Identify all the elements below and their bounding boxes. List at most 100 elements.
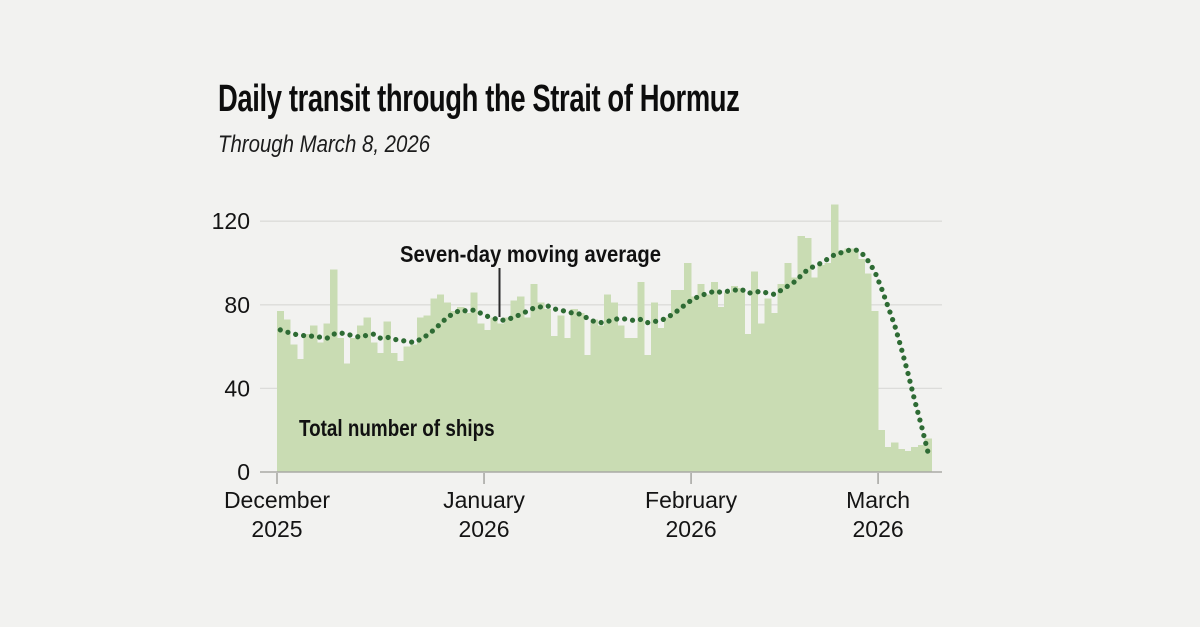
daily-bar (891, 442, 899, 472)
daily-bar (764, 298, 772, 472)
daily-bar (737, 288, 745, 472)
daily-bar (363, 317, 371, 472)
daily-bar (463, 313, 471, 472)
daily-bar (276, 311, 284, 472)
daily-bar (370, 342, 378, 472)
daily-bar (290, 344, 298, 472)
daily-bar (410, 344, 418, 472)
daily-bar (624, 338, 632, 472)
y-tick-label: 120 (212, 208, 250, 234)
daily-bar (563, 338, 572, 472)
daily-bar (904, 451, 912, 472)
x-tick-year-label: 2026 (458, 516, 509, 542)
daily-bar (336, 338, 345, 472)
daily-bar (283, 319, 291, 472)
daily-bar (677, 290, 685, 472)
daily-bar (550, 336, 558, 472)
daily-bar (557, 315, 565, 472)
daily-bar (303, 334, 311, 472)
x-tick-month-label: December (224, 487, 330, 513)
daily-bar (396, 361, 405, 472)
x-axis-ticks: December 2025 January 2026 February 2026 March… (224, 473, 910, 542)
daily-bar (483, 329, 491, 472)
daily-bar (917, 444, 926, 472)
daily-bar (590, 319, 598, 472)
daily-bar (650, 302, 658, 472)
moving-average-line (277, 246, 931, 456)
daily-bar (831, 204, 839, 473)
daily-bar (510, 300, 518, 472)
daily-bar (470, 292, 478, 472)
daily-bar (871, 311, 879, 472)
chart-title: Daily transit through the Strait of Horm… (218, 78, 740, 120)
daily-bar (690, 296, 698, 472)
daily-bar (730, 285, 739, 472)
daily-bar (457, 306, 465, 472)
x-tick-year-label: 2025 (251, 516, 302, 542)
y-axis-labels: 0 40 80 120 (212, 208, 250, 485)
daily-bar (530, 283, 538, 472)
daily-bar (323, 323, 331, 472)
daily-bar (884, 446, 892, 472)
x-tick-year-label: 2026 (665, 516, 716, 542)
daily-bar (523, 317, 532, 472)
daily-bar (924, 438, 932, 472)
daily-bar (837, 250, 845, 472)
x-tick-month-label: February (645, 487, 738, 513)
bars-daily-ships (276, 204, 932, 473)
daily-bar (784, 263, 792, 472)
daily-bar (403, 346, 411, 472)
daily-bar (383, 321, 391, 472)
daily-bar (390, 352, 398, 472)
daily-bar (477, 323, 485, 472)
daily-bar (664, 317, 672, 472)
x-tick-month-label: March (846, 487, 910, 513)
daily-bar (864, 273, 872, 472)
daily-bar (597, 325, 605, 472)
daily-bar (897, 449, 906, 472)
daily-bar (697, 283, 705, 472)
y-tick-label: 40 (224, 375, 250, 401)
daily-bar (583, 354, 592, 472)
daily-bar (437, 294, 445, 472)
x-tick-year-label: 2026 (852, 516, 903, 542)
daily-bar (343, 363, 351, 472)
daily-bar (777, 283, 785, 472)
daily-bar (857, 258, 865, 472)
daily-bar (824, 263, 832, 472)
daily-bar (503, 317, 511, 472)
daily-bar (310, 325, 318, 472)
daily-bar (537, 302, 545, 472)
daily-bar (770, 313, 779, 472)
daily-bar (630, 338, 638, 472)
daily-bar (316, 342, 324, 472)
daily-bar (791, 277, 799, 472)
daily-bar (610, 302, 618, 472)
daily-bar (704, 294, 712, 472)
daily-bar (376, 352, 385, 472)
daily-bar (423, 315, 431, 472)
daily-bar (797, 235, 805, 472)
daily-bar (417, 317, 425, 472)
daily-bar (570, 308, 578, 472)
daily-bar (811, 277, 819, 472)
daily-bar (490, 317, 498, 472)
daily-bar (844, 248, 852, 472)
daily-bar (911, 446, 919, 472)
daily-bar (657, 327, 665, 472)
daily-bar (877, 430, 885, 472)
daily-bar (757, 323, 765, 472)
daily-bar (724, 292, 732, 472)
daily-bar (744, 334, 752, 472)
daily-bar (517, 296, 525, 472)
daily-bar (710, 281, 719, 472)
daily-bar (717, 306, 725, 472)
daily-bar (430, 298, 438, 472)
y-tick-label: 0 (237, 459, 250, 485)
daily-bar (330, 269, 338, 472)
chart-subtitle: Through March 8, 2026 (218, 131, 431, 158)
daily-bar (804, 237, 812, 472)
y-tick-label: 80 (224, 292, 250, 318)
daily-bar (684, 263, 692, 472)
